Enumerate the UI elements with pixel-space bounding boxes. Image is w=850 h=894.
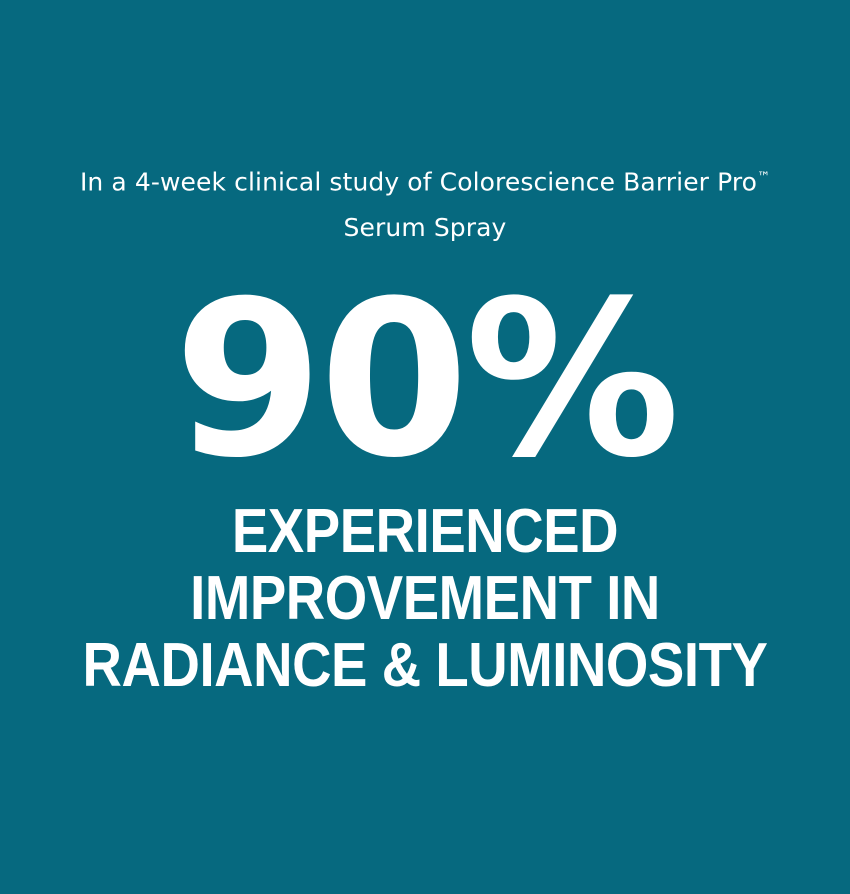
claim-line-1: EXPERIENCED	[231, 497, 619, 566]
trademark-symbol: ™	[757, 170, 771, 185]
study-note: In a 4-week clinical study of Colorescie…	[60, 155, 790, 251]
study-note-line-1-text: In a 4-week clinical study of Colorescie…	[79, 167, 758, 197]
claim-headline: EXPERIENCED IMPROVEMENT IN RADIANCE & LU…	[25, 498, 825, 699]
claim-line-2: IMPROVEMENT IN	[190, 564, 660, 633]
statistic-value: 90%	[173, 254, 681, 505]
study-note-line-1: In a 4-week clinical study of Colorescie…	[60, 155, 790, 205]
study-note-line-2: Serum Spray	[343, 213, 507, 243]
claim-line-3: RADIANCE & LUMINOSITY	[82, 631, 768, 700]
